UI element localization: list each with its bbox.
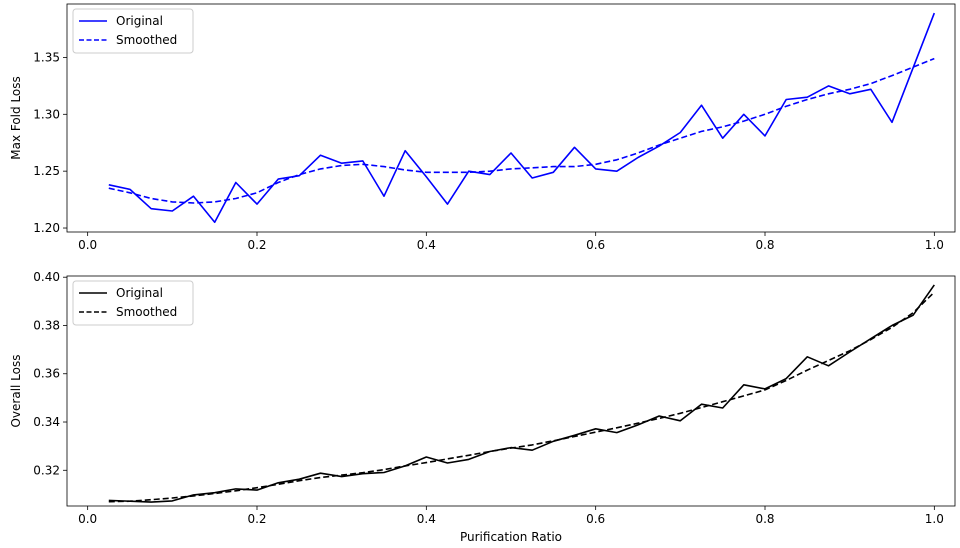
overall-loss-chart: 0.0 0.2 0.4 0.6 0.8 1.0 0.32 0.34 0.36 0.38 0.40 Ov… bbox=[9, 270, 956, 544]
x-tick-label: 0.6 bbox=[586, 512, 605, 526]
x-tick-label: 0.6 bbox=[586, 238, 605, 252]
y-tick-label: 0.36 bbox=[33, 367, 60, 381]
x-tick-label: 0.2 bbox=[247, 238, 266, 252]
series-smoothed-line bbox=[108, 291, 935, 503]
legend-label-smoothed: Smoothed bbox=[116, 33, 177, 47]
series-original-line bbox=[108, 284, 935, 503]
axes-frame bbox=[66, 275, 956, 507]
y-tick-label: 1.35 bbox=[33, 50, 60, 64]
x-tick-label: 0.4 bbox=[417, 238, 436, 252]
legend-box bbox=[72, 280, 194, 326]
axes-frame bbox=[66, 3, 956, 233]
x-tick-label: 0.0 bbox=[78, 238, 97, 252]
x-tick-label: 0.0 bbox=[78, 512, 97, 526]
y-tick-label: 0.32 bbox=[33, 463, 60, 477]
legend-label-original: Original bbox=[116, 14, 163, 28]
series-smoothed-line bbox=[108, 57, 935, 204]
y-tick-label: 1.30 bbox=[33, 107, 60, 121]
max-fold-loss-chart: 0.0 0.2 0.4 0.6 0.8 1.0 1.20 1.25 1.30 1.35 Max Fo… bbox=[9, 3, 956, 252]
x-tick-label: 0.8 bbox=[755, 238, 774, 252]
y-axis-label: Max Fold Loss bbox=[9, 76, 23, 160]
y-tick-label: 0.40 bbox=[33, 270, 60, 284]
x-tick-label: 0.8 bbox=[755, 512, 774, 526]
x-tick-label: 0.4 bbox=[417, 512, 436, 526]
y-axis-label: Overall Loss bbox=[9, 354, 23, 427]
legend-label-smoothed: Smoothed bbox=[116, 305, 177, 319]
legend-label-original: Original bbox=[116, 286, 163, 300]
x-tick-label: 1.0 bbox=[925, 238, 944, 252]
y-tick-label: 1.25 bbox=[33, 164, 60, 178]
x-axis-label: Purification Ratio bbox=[460, 530, 562, 544]
legend: Original Smoothed bbox=[72, 8, 194, 54]
y-tick-label: 1.20 bbox=[33, 221, 60, 235]
x-tick-label: 0.2 bbox=[247, 512, 266, 526]
legend-box bbox=[72, 8, 194, 54]
x-tick-label: 1.0 bbox=[925, 512, 944, 526]
legend: Original Smoothed bbox=[72, 280, 194, 326]
y-tick-label: 0.34 bbox=[33, 415, 60, 429]
series-original-line bbox=[108, 12, 936, 224]
y-tick-label: 0.38 bbox=[33, 318, 60, 332]
